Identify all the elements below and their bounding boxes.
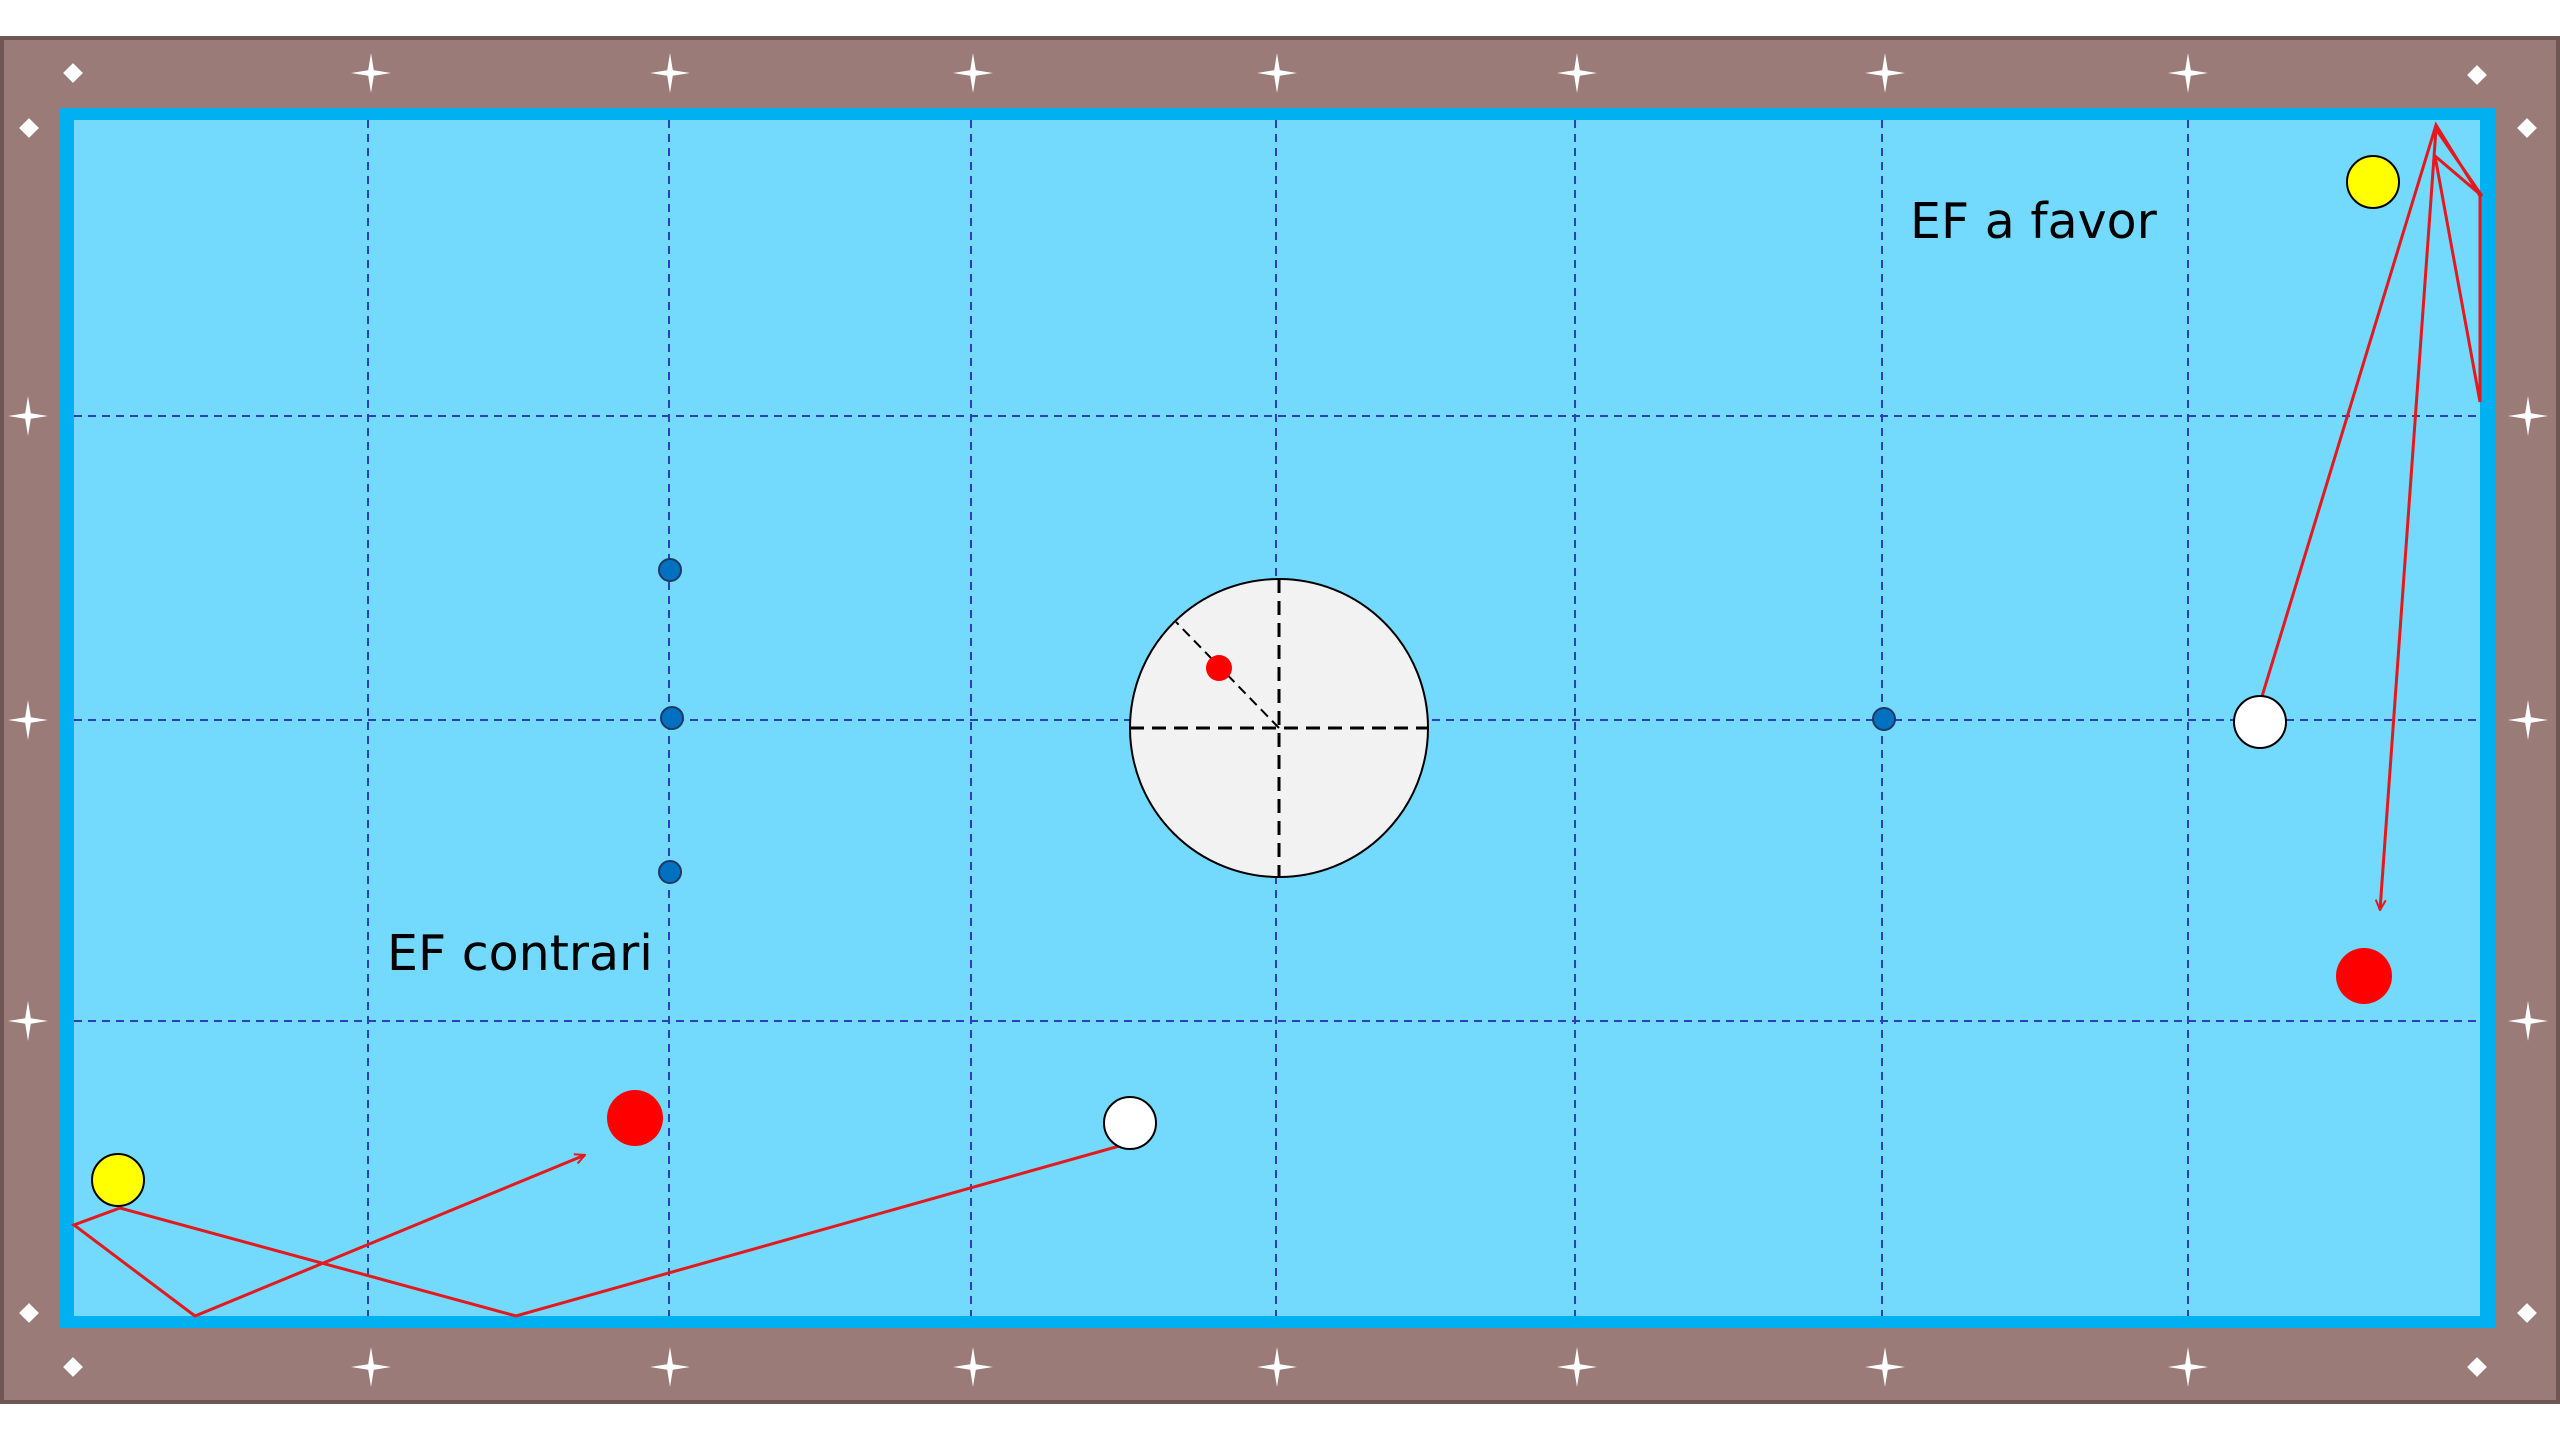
diamond-dot-icon (2467, 1357, 2487, 1377)
rail-star-markers (8, 53, 2548, 1387)
four-point-star-icon (953, 1347, 993, 1387)
four-point-star-icon (1257, 53, 1297, 93)
label-ef-contrari: EF contrari (387, 925, 653, 982)
four-point-star-icon (2508, 396, 2548, 436)
white-ball (2233, 695, 2287, 749)
four-point-star-icon (8, 1001, 48, 1041)
cue-tip-contact-point (1206, 655, 1232, 681)
four-point-star-icon (1557, 1347, 1597, 1387)
balls (91, 155, 2400, 1207)
aim-point (658, 558, 682, 582)
four-point-star-icon (8, 396, 48, 436)
diamond-dot-icon (63, 63, 83, 83)
four-point-star-icon (650, 53, 690, 93)
four-point-star-icon (1557, 53, 1597, 93)
diamond-dot-icon (63, 1357, 83, 1377)
yellow-ball (91, 1153, 145, 1207)
trajectories (70, 121, 2484, 1318)
trajectory-ef-a-favor (2258, 121, 2484, 910)
four-point-star-icon (2508, 700, 2548, 740)
red-ball (607, 1090, 663, 1146)
four-point-star-icon (2508, 1001, 2548, 1041)
diamond-grid (74, 120, 2480, 1316)
four-point-star-icon (1865, 1347, 1905, 1387)
label-ef-a-favor: EF a favor (1910, 193, 2158, 250)
four-point-star-icon (650, 1347, 690, 1387)
cue-ball-spin-diagram (1129, 578, 1429, 878)
diamond-dot-icon (2517, 118, 2537, 138)
diamond-dot-icon (19, 1303, 39, 1323)
four-point-star-icon (1865, 53, 1905, 93)
trajectory-ef-contrari (70, 1141, 1131, 1318)
aim-point (660, 706, 684, 730)
white-ball (1103, 1096, 1157, 1150)
aim-points (658, 558, 1896, 884)
four-point-star-icon (1257, 1347, 1297, 1387)
corner-markers (19, 63, 2537, 1377)
four-point-star-icon (351, 53, 391, 93)
four-point-star-icon (953, 53, 993, 93)
diamond-dot-icon (2517, 1303, 2537, 1323)
red-ball (2336, 948, 2392, 1004)
four-point-star-icon (2168, 1347, 2208, 1387)
four-point-star-icon (2168, 53, 2208, 93)
four-point-star-icon (351, 1347, 391, 1387)
yellow-ball (2346, 155, 2400, 209)
aim-point (658, 860, 682, 884)
diamond-dot-icon (2467, 65, 2487, 85)
four-point-star-icon (8, 700, 48, 740)
aim-point (1872, 707, 1896, 731)
